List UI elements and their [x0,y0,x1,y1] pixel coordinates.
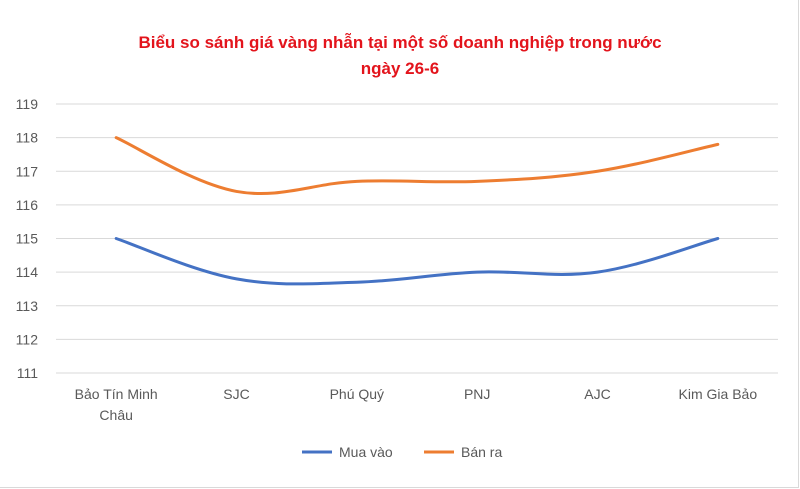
series-line [114,237,720,286]
y-tick-label: 111 [17,365,38,381]
series-line [114,136,720,196]
y-tick-label: 119 [16,96,39,112]
y-tick-label: 117 [16,163,39,179]
chart-title: Biểu so sánh giá vàng nhẫn tại một số do… [138,33,662,52]
chart-subtitle: ngày 26-6 [360,59,440,78]
x-tick-label: Bảo Tín Minh Châu [75,386,158,423]
legend-label: Mua vào [339,444,393,460]
x-tick-label: AJC [584,386,610,402]
x-tick-label: SJC [223,386,249,402]
y-tick-label: 113 [16,298,39,314]
y-tick-label: 114 [16,264,39,280]
y-tick-label: 112 [16,331,39,347]
legend-label: Bán ra [461,444,502,460]
legend: Mua vào Bán ra [302,444,502,460]
gridlines [56,103,778,374]
x-tick-label: PNJ [464,386,490,402]
x-tick-label: Kim Gia Bảo [679,386,758,402]
y-tick-label: 118 [16,130,39,146]
y-axis-ticks: 111 112 113 114 115 116 117 118 119 [16,96,39,381]
series-lines [114,136,720,286]
y-tick-label: 116 [16,197,39,213]
y-tick-label: 115 [16,231,39,247]
x-tick-label: Phú Quý [330,386,384,402]
x-axis-ticks: Bảo Tín Minh Châu SJC Phú Quý PNJ AJC Kim Gia … [75,386,758,423]
